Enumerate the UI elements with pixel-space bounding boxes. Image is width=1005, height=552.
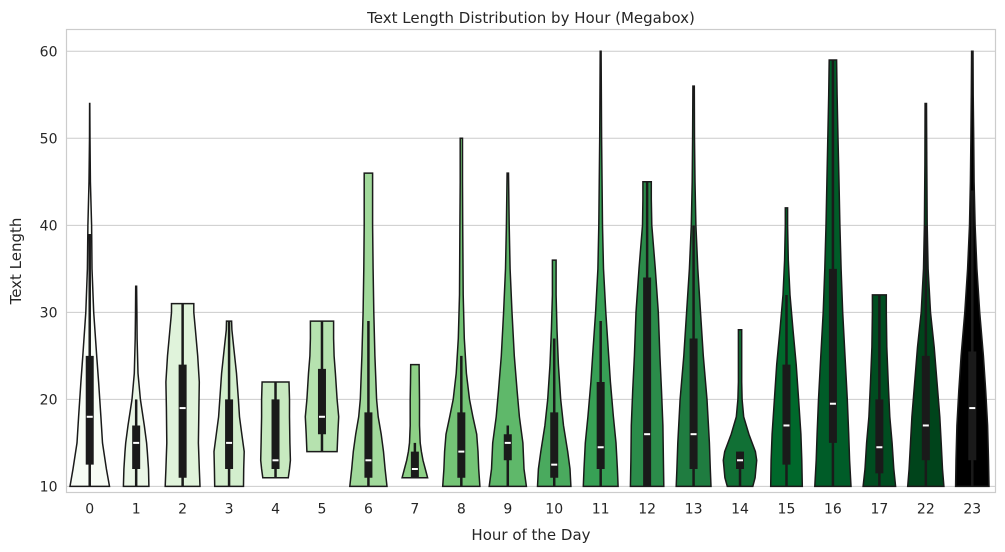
violin-0	[69, 102, 111, 488]
violin-median	[86, 415, 93, 418]
y-tick-label: 10	[40, 479, 58, 495]
x-ticks: 0 1 2 3 4 5 6 7 8 9 10 11 12 13 14 15 16 17 22 23	[85, 502, 981, 518]
violin-2	[164, 302, 201, 488]
x-tick-label: 1	[132, 502, 141, 518]
violin-9	[488, 172, 528, 488]
violin-5	[304, 320, 340, 453]
violin-3	[213, 320, 245, 488]
violin-17	[862, 294, 897, 488]
violin-median	[551, 463, 558, 466]
violin-body	[488, 172, 528, 488]
y-tick-label: 50	[40, 131, 58, 147]
y-axis-label: Text Length	[7, 218, 25, 306]
violin-median	[411, 468, 418, 471]
violin-median	[829, 402, 836, 405]
x-axis-label: Hour of the Day	[471, 526, 590, 544]
violin-median	[783, 424, 790, 427]
violin-body	[722, 329, 758, 488]
violin-median	[969, 407, 976, 410]
violin-median	[226, 441, 233, 444]
violin-median	[458, 450, 465, 453]
violin-median	[504, 441, 511, 444]
x-tick-label: 4	[271, 502, 280, 518]
violin-12	[629, 181, 665, 488]
violin-median	[272, 459, 279, 462]
x-tick-label: 10	[545, 502, 563, 518]
x-tick-label: 14	[731, 502, 749, 518]
x-tick-label: 11	[592, 502, 610, 518]
violin-body	[401, 363, 429, 479]
plot-frame	[65, 28, 997, 494]
violin-median	[922, 424, 929, 427]
violin-10	[536, 259, 572, 488]
y-ticks: 10 20 30 40 50 60	[40, 44, 58, 495]
violin-22	[906, 102, 945, 488]
violin-15	[769, 207, 804, 488]
violin-body	[441, 137, 481, 488]
grid	[66, 50, 996, 487]
x-tick-label: 6	[364, 502, 373, 518]
violin-median	[133, 441, 140, 444]
violin-median	[737, 459, 744, 462]
x-tick-label: 15	[778, 502, 796, 518]
x-tick-label: 22	[917, 502, 935, 518]
violin-median	[318, 415, 325, 418]
x-tick-label: 9	[503, 502, 512, 518]
violin-median	[690, 433, 697, 436]
x-tick-label: 16	[824, 502, 842, 518]
violin-median	[179, 407, 186, 410]
x-tick-label: 23	[963, 502, 981, 518]
violin-14	[722, 329, 758, 488]
x-tick-label: 7	[410, 502, 419, 518]
x-tick-label: 13	[685, 502, 703, 518]
violin-23	[954, 50, 990, 488]
violin-median	[644, 433, 651, 436]
y-tick-label: 40	[40, 218, 58, 234]
x-tick-label: 8	[457, 502, 466, 518]
x-tick-label: 12	[638, 502, 656, 518]
violin-7	[401, 363, 429, 479]
violin-median	[365, 459, 372, 462]
violin-11	[582, 50, 619, 488]
x-tick-label: 0	[85, 502, 94, 518]
violin-1	[122, 285, 150, 488]
violins	[69, 50, 990, 488]
y-tick-label: 30	[40, 305, 58, 321]
violin-4	[259, 381, 292, 479]
violin-6	[348, 172, 388, 488]
chart-title: Text Length Distribution by Hour (Megabo…	[366, 9, 695, 27]
x-tick-label: 5	[318, 502, 327, 518]
violin-16	[814, 59, 852, 488]
violin-median	[597, 446, 604, 449]
x-tick-label: 2	[178, 502, 187, 518]
violin-median	[876, 446, 883, 449]
y-tick-label: 60	[40, 44, 58, 60]
violin-body	[122, 285, 150, 488]
violin-8	[441, 137, 481, 488]
x-tick-label: 3	[225, 502, 234, 518]
violin-13	[675, 85, 712, 488]
violin-body	[582, 50, 619, 488]
x-tick-label: 17	[870, 502, 888, 518]
y-tick-label: 20	[40, 392, 58, 408]
